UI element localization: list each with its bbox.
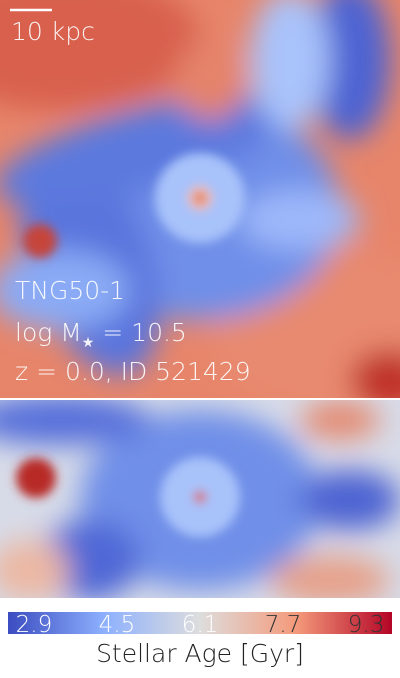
- snapshot-label: z = 0.0, ID 521429: [15, 357, 251, 386]
- colorbar-label: Stellar Age [Gyr]: [96, 639, 304, 668]
- colorbar-tick-label: 7.7: [265, 612, 302, 638]
- mass-prefix: log M: [15, 318, 82, 347]
- mass-label: log M★ = 10.5: [15, 318, 187, 351]
- mass-suffix: = 10.5: [94, 318, 187, 347]
- colorbar-tick-label: 4.5: [99, 612, 136, 638]
- face-on-map: [0, 0, 400, 398]
- edge-on-map: [0, 400, 400, 598]
- colorbar-tick-label: 9.3: [348, 612, 385, 638]
- simulation-label: TNG50-1: [15, 276, 125, 305]
- mass-subscript: ★: [82, 335, 95, 351]
- colorbar: [8, 612, 392, 634]
- colorbar-tick-label: 6.1: [182, 612, 219, 638]
- colorbar-tick-label: 2.9: [16, 612, 53, 638]
- scale-label: 10 kpc: [11, 17, 95, 46]
